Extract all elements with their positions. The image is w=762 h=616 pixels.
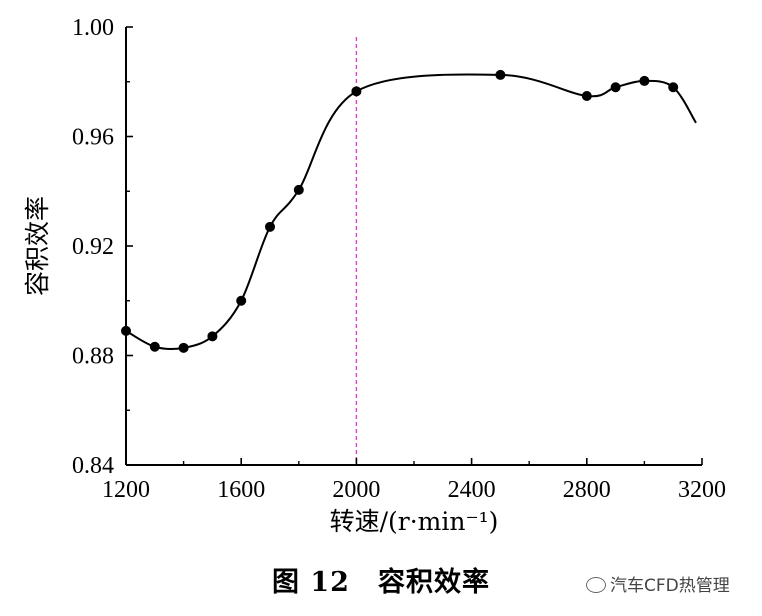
y-axis-label: 容积效率 [23, 196, 52, 296]
x-tick-label: 2400 [448, 477, 496, 503]
data-point [581, 90, 592, 101]
y-tick-label: 0.92 [72, 234, 114, 260]
y-ticks: 0.84 0.88 0.92 0.96 1.00 [72, 15, 133, 479]
x-axis-label: 转速/(r·min⁻¹) [330, 507, 499, 536]
y-tick-label: 0.84 [72, 453, 114, 479]
wechat-icon [586, 577, 606, 593]
x-tick-label: 3200 [678, 477, 726, 503]
data-point [668, 82, 679, 93]
watermark-text: 汽车CFD热管理 [610, 576, 730, 596]
data-point [121, 325, 131, 336]
data-point [149, 341, 160, 352]
data-point [495, 69, 506, 80]
volumetric-efficiency-chart: 1200 1600 2000 2400 2800 3200 0.84 0.88 0.92 0.9… [23, 15, 726, 536]
data-points [121, 69, 679, 353]
data-point [207, 331, 218, 342]
y-tick-label: 0.88 [72, 344, 114, 370]
x-tick-label: 2800 [563, 477, 611, 503]
series-curve [125, 73, 697, 350]
x-tick-label: 1600 [217, 477, 265, 503]
data-point [178, 342, 189, 353]
data-point [293, 184, 304, 195]
x-tick-label: 2000 [332, 477, 380, 503]
watermark: 汽车CFD热管理 [586, 571, 730, 596]
figure-caption: 图 12 容积效率 [272, 567, 490, 598]
y-tick-label: 0.96 [72, 125, 114, 151]
x-ticks: 1200 1600 2000 2400 2800 3200 [102, 458, 726, 503]
data-point [265, 221, 275, 232]
data-point [236, 295, 247, 306]
x-tick-label: 1200 [102, 477, 150, 503]
data-point [639, 75, 650, 86]
data-point [610, 82, 621, 93]
data-point [351, 86, 362, 97]
y-tick-label: 1.00 [72, 15, 114, 41]
